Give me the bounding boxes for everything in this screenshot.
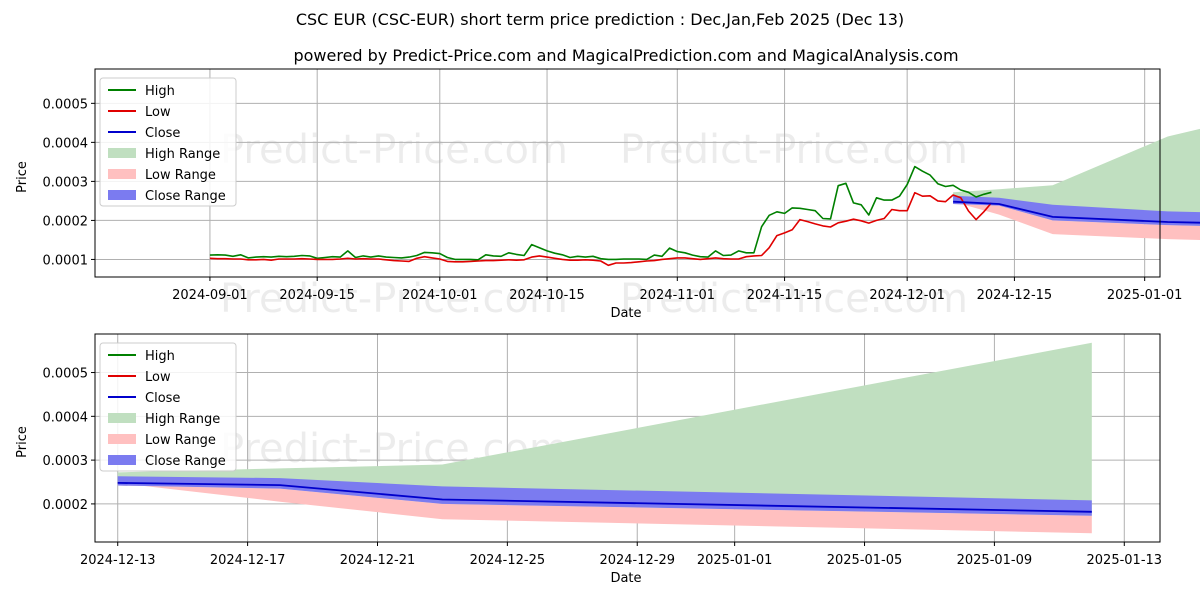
x-tick-label: 2024-12-21 [340,553,416,568]
x-tick-label: 2024-11-01 [640,288,716,303]
top-y-axis-label: Price [15,161,30,193]
legend-label: Low [145,105,171,120]
watermark: Predict-Price.com [620,127,968,173]
x-tick-label: 2025-01-09 [957,553,1033,568]
x-tick-label: 2025-01-05 [827,553,903,568]
x-tick-label: 2024-11-15 [747,288,823,303]
legend-label: Low [145,370,171,385]
x-tick-label: 2024-09-01 [172,288,248,303]
close-line [953,200,1200,224]
y-tick-label: 0.0004 [43,410,89,425]
bottom-legend: High Low Close High Range Low Range Close Ran… [99,342,237,472]
legend-label: Close Range [145,189,226,204]
y-tick-label: 0.0003 [43,175,89,190]
legend-swatch [108,455,136,465]
legend-label: Close [145,391,180,406]
legend-label: High [145,349,175,364]
legend-swatch [108,169,136,179]
high-range-area [117,342,1092,516]
y-tick-label: 0.0005 [43,367,89,382]
x-tick-label: 2024-10-15 [509,288,585,303]
legend-label: Close Range [145,454,226,469]
top-watermarks: Predict-Price.com Predict-Price.com Pred… [220,127,968,322]
legend-swatch [108,434,136,444]
close-range-area [117,476,1092,516]
legend-label: Low Range [145,433,216,448]
x-tick-label: 2024-12-29 [599,553,675,568]
bottom-panel: Predict-Price.com Predict-Price.com 2024… [15,333,1163,586]
bottom-lines [117,482,1092,513]
legend-swatch [108,413,136,423]
low-line [209,191,993,267]
low-range-area [953,201,1200,241]
bottom-plot-frame [94,333,1161,543]
bottom-y-axis-label: Price [15,426,30,458]
top-lines [209,165,1200,267]
legend-label: High [145,84,175,99]
legend-swatch [108,190,136,200]
y-tick-label: 0.0002 [43,498,89,513]
top-x-axis-label: Date [610,306,641,321]
legend-label: Low Range [145,168,216,183]
high-line [209,165,992,261]
x-tick-label: 2024-12-13 [80,553,156,568]
watermark: Predict-Price.com [220,276,568,322]
top-ticks: 2024-09-01 2024-09-15 2024-10-01 2024-10-15… [43,97,1183,303]
y-tick-label: 0.0001 [43,253,89,268]
x-tick-label: 2024-09-15 [279,288,355,303]
x-tick-label: 2025-01-01 [697,553,773,568]
close-line [117,482,1092,513]
top-legend: High Low Close High Range Low Range Close Ran… [99,77,237,207]
y-tick-label: 0.0004 [43,136,89,151]
watermark: Predict-Price.com [620,276,968,322]
y-tick-label: 0.0002 [43,214,89,229]
top-areas [953,128,1200,241]
watermark: Predict-Price.com [220,127,568,173]
y-tick-label: 0.0005 [43,97,89,112]
x-tick-label: 2024-12-25 [470,553,546,568]
close-range-area [953,195,1200,226]
legend-label: High Range [145,147,220,162]
x-tick-label: 2024-10-01 [402,288,478,303]
top-grid [95,69,1160,277]
x-tick-label: 2025-01-13 [1087,553,1163,568]
chart-title: CSC EUR (CSC-EUR) short term price predi… [296,10,904,29]
bottom-ticks: 2024-12-13 2024-12-17 2024-12-21 2024-12-25… [43,367,1163,568]
bottom-x-axis-label: Date [610,571,641,586]
low-range-area [117,482,1092,534]
legend-label: Close [145,126,180,141]
x-tick-label: 2024-12-01 [869,288,945,303]
chart-subtitle: powered by Predict-Price.com and Magical… [293,46,958,65]
y-tick-label: 0.0003 [43,454,89,469]
x-tick-label: 2025-01-01 [1107,288,1183,303]
x-tick-label: 2024-12-15 [977,288,1053,303]
legend-swatch [108,148,136,158]
top-panel: Predict-Price.com Predict-Price.com Pred… [15,68,1200,322]
top-plot-frame [94,68,1161,278]
bottom-areas [117,342,1092,534]
x-tick-label: 2024-12-17 [210,553,286,568]
legend-label: High Range [145,412,220,427]
